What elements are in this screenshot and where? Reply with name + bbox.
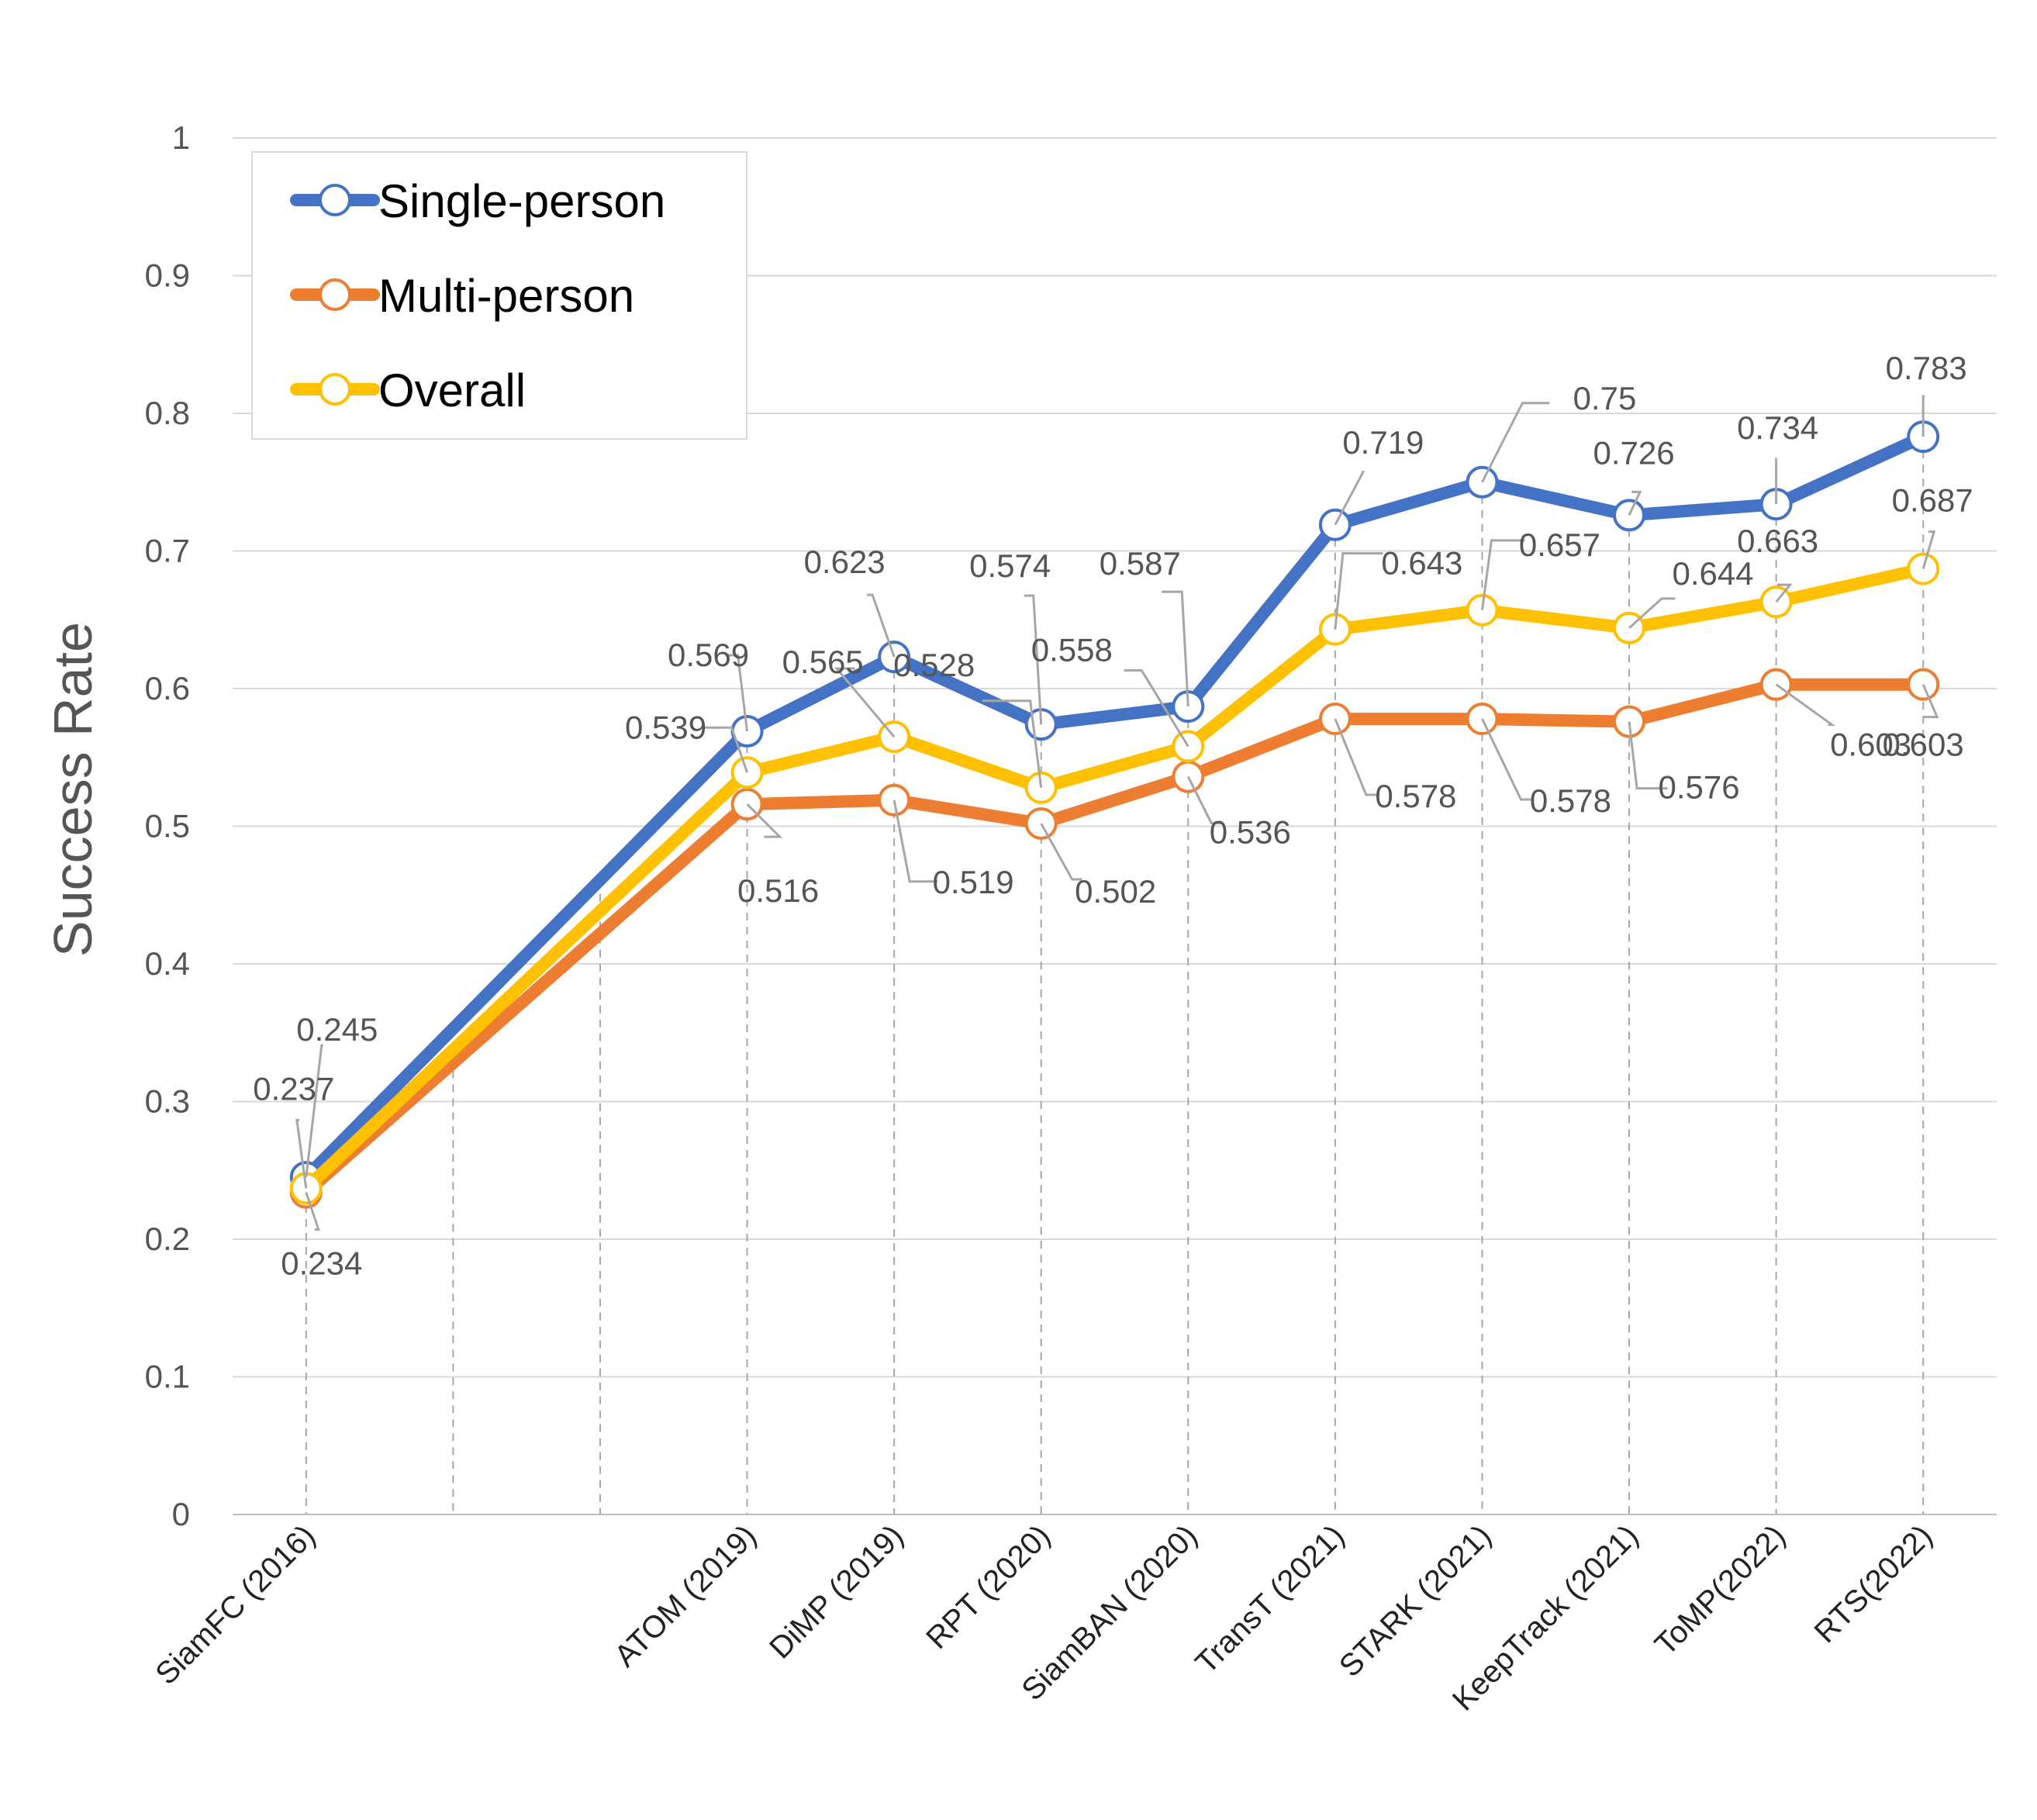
data-label-multi-person: 0.603: [1830, 727, 1911, 763]
label-leader: [1921, 684, 1939, 719]
y-tick-label: 0.2: [145, 1221, 190, 1257]
data-label-multi-person: 0.578: [1375, 778, 1456, 814]
data-label-overall: 0.558: [1031, 632, 1113, 668]
data-label-multi-person: 0.576: [1658, 769, 1739, 806]
label-leader: [746, 803, 783, 838]
y-tick-label: 0.5: [145, 808, 190, 844]
label-leader: [1921, 530, 1936, 569]
data-label-single-person: 0.783: [1886, 350, 1967, 386]
label-leader: [295, 1118, 308, 1189]
y-tick-label: 0.8: [145, 395, 190, 431]
data-label-multi-person: 0.578: [1530, 782, 1611, 819]
marker-overall: [1024, 771, 1058, 804]
x-category-label: SiamFC (2016): [149, 1518, 322, 1691]
data-label-overall: 0.644: [1672, 555, 1753, 592]
data-label-multi-person: 0.234: [281, 1245, 362, 1282]
x-category-label: ToMP(2022): [1649, 1518, 1792, 1662]
label-leader: [305, 1044, 323, 1178]
data-label-multi-person: 0.516: [737, 872, 819, 909]
label-leader: [305, 1192, 320, 1231]
label-leader: [1775, 683, 1836, 727]
data-label-multi-person: 0.519: [933, 864, 1014, 900]
data-label-multi-person: 0.603: [1883, 727, 1964, 763]
label-leader: [1775, 458, 1778, 505]
data-label-single-person: 0.75: [1573, 380, 1637, 416]
series-line-multi-person: [299, 678, 1930, 1199]
label-leader: [1628, 721, 1668, 790]
x-category-label: STARK (2021): [1333, 1518, 1498, 1684]
legend-label-single-person: Single-person: [378, 175, 665, 227]
label-leader: [1334, 471, 1365, 526]
label-leader: [1775, 583, 1793, 603]
series-line-single-person: [299, 430, 1930, 1184]
label-leader: [892, 799, 938, 883]
y-tick-label: 0.3: [145, 1083, 190, 1120]
y-axis-title: Success Rate: [43, 622, 103, 957]
label-leader: [834, 667, 896, 738]
data-label-multi-person: 0.502: [1075, 873, 1156, 910]
label-leader: [1040, 823, 1082, 881]
legend-label-overall: Overall: [378, 364, 526, 416]
data-label-single-person: 0.587: [1100, 545, 1181, 582]
data-label-single-person: 0.734: [1737, 409, 1818, 446]
data-label-multi-person: 0.536: [1210, 814, 1291, 851]
label-leader: [1921, 395, 1925, 437]
legend-marker-multi-person: [319, 278, 351, 311]
data-label-single-person: 0.719: [1342, 424, 1424, 461]
legend: Single-person Multi-person Overall: [251, 151, 747, 440]
y-tick-label: 0: [172, 1496, 190, 1532]
label-leader: [982, 699, 1043, 788]
y-tick-label: 0.4: [145, 945, 190, 982]
x-category-label: ATOM (2019): [608, 1518, 763, 1673]
series: [289, 420, 1940, 1209]
x-category-label: DiMP (2019): [763, 1518, 910, 1665]
label-leader: [866, 593, 896, 658]
x-category-label: RTS(2022): [1808, 1518, 1939, 1649]
label-leader: [1628, 490, 1642, 516]
data-label-overall: 0.539: [625, 709, 706, 745]
label-leader: [1186, 775, 1223, 825]
data-label-single-person: 0.726: [1593, 434, 1674, 471]
y-tick-label: 0.9: [145, 257, 190, 294]
label-leader: [702, 726, 748, 773]
data-label-single-person: 0.623: [804, 544, 886, 580]
x-category-label: RPT (2020): [920, 1518, 1057, 1656]
legend-marker-single-person: [319, 184, 351, 216]
series-line-overall: [299, 562, 1930, 1195]
label-leader: [1481, 402, 1550, 483]
label-leader: [1334, 552, 1383, 630]
gridlines: [233, 137, 1997, 1515]
label-leader: [726, 654, 749, 732]
data-labels: 0.245 0.569 0.623 0.574 0.587 0.719 0.75 0.726 0…: [253, 350, 1973, 1281]
x-category-label: TransT (2021): [1189, 1518, 1351, 1680]
data-label-overall: 0.687: [1892, 482, 1973, 519]
label-leader: [1162, 590, 1189, 707]
y-axis-ticks: 0 0.1 0.2 0.3 0.4 0.5 0.6 0.7 0.8 0.9 1: [145, 119, 190, 1532]
label-leader: [1334, 718, 1380, 796]
data-label-overall: 0.237: [253, 1070, 334, 1107]
data-label-leaders: [295, 395, 1939, 1231]
data-label-overall: 0.657: [1519, 527, 1600, 563]
legend-label-multi-person: Multi-person: [378, 270, 634, 322]
legend-marker-overall: [319, 373, 351, 406]
data-label-overall: 0.643: [1381, 545, 1462, 582]
data-label-overall: 0.663: [1737, 523, 1818, 559]
label-leader: [1481, 718, 1531, 801]
label-leader: [1628, 597, 1676, 630]
label-leader: [1124, 669, 1189, 748]
y-tick-label: 0.6: [145, 670, 190, 706]
data-label-single-person: 0.574: [969, 547, 1051, 584]
data-label-single-person: 0.569: [668, 637, 749, 673]
label-leader: [1024, 594, 1043, 725]
y-tick-label: 0.7: [145, 533, 190, 569]
data-label-overall: 0.565: [782, 644, 864, 680]
y-tick-label: 1: [172, 119, 190, 156]
y-tick-label: 0.1: [145, 1359, 190, 1395]
data-label-overall: 0.528: [893, 647, 975, 683]
data-label-single-person: 0.245: [296, 1011, 378, 1048]
x-axis-categories: SiamFC (2016) ATOM (2019) DiMP (2019) RPT (…: [149, 1518, 1939, 1717]
label-leader: [1480, 539, 1525, 611]
